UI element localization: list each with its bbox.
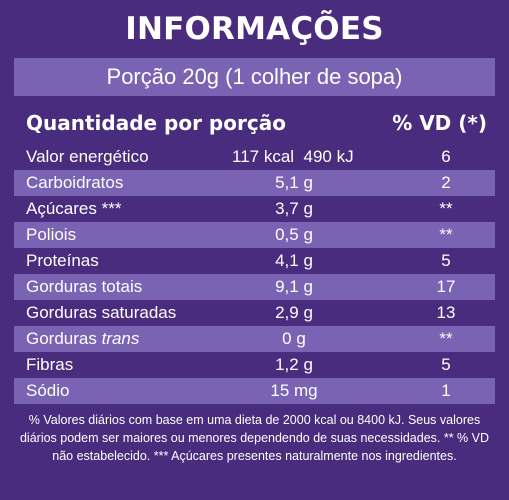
nutrient-dv: 2: [441, 173, 451, 192]
header-quantity: Quantidade por porção: [26, 111, 286, 135]
table-header: Quantidade por porção % VD (*): [14, 106, 495, 140]
table-row: Sódio 15 mg 1: [14, 378, 495, 404]
nutrient-name-prefix: Gorduras: [26, 329, 102, 348]
nutrient-amount: 5,1 g: [275, 173, 313, 192]
nutrient-name: Açúcares ***: [26, 199, 122, 218]
table-row: Gorduras saturadas 2,9 g 13: [14, 300, 495, 326]
nutrient-dv: 5: [441, 251, 451, 270]
nutrient-amount: 9,1 g: [275, 277, 313, 296]
header-daily-value: % VD (*): [392, 111, 487, 135]
nutrient-dv: **: [439, 199, 453, 218]
nutrient-name: Fibras: [26, 355, 74, 374]
nutrient-dv: 6: [441, 147, 451, 166]
table-row: Açúcares *** 3,7 g **: [14, 196, 495, 222]
footnote: % Valores diários com base em uma dieta …: [19, 413, 490, 463]
nutrient-table: Valor energético 117 kcal 490 kJ 6 Carbo…: [14, 144, 495, 404]
table-row: Proteínas 4,1 g 5: [14, 248, 495, 274]
nutrient-amount: 1,2 g: [275, 355, 313, 374]
table-row: Gorduras totais 9,1 g 17: [14, 274, 495, 300]
nutrient-name: Gorduras trans: [26, 326, 139, 352]
nutrient-amount: 3,7 g: [275, 199, 313, 218]
nutrient-amount: 15 mg: [270, 381, 318, 400]
nutrient-name-italic: trans: [101, 329, 140, 348]
nutrient-amount: 0,5 g: [275, 225, 313, 244]
nutrient-name: Gorduras totais: [26, 277, 143, 296]
portion-band: Porção 20g (1 colher de sopa): [14, 58, 495, 96]
nutrient-amount: 4,1 g: [275, 251, 313, 270]
table-row: Carboidratos 5,1 g 2: [14, 170, 495, 196]
nutrient-name: Gorduras saturadas: [26, 303, 177, 322]
nutrient-dv: 13: [436, 303, 456, 322]
nutrient-name: Proteínas: [26, 251, 99, 270]
table-row: Poliois 0,5 g **: [14, 222, 495, 248]
nutrient-dv: 1: [441, 381, 451, 400]
nutrient-name: Valor energético: [26, 147, 149, 166]
nutrient-dv: **: [439, 225, 453, 244]
nutrient-amount: 0 g: [282, 329, 306, 348]
nutrient-amount: 2,9 g: [275, 303, 313, 322]
nutrient-name: Carboidratos: [26, 173, 124, 192]
table-row: Gorduras trans 0 g **: [14, 326, 495, 352]
nutrient-dv: 17: [436, 277, 456, 296]
nutrient-name: Poliois: [26, 225, 77, 244]
nutrient-dv: **: [439, 329, 453, 348]
nutrient-amount: 117 kcal 490 kJ: [232, 147, 354, 166]
table-row: Fibras 1,2 g 5: [14, 352, 495, 378]
nutrient-name: Sódio: [26, 381, 70, 400]
table-row: Valor energético 117 kcal 490 kJ 6: [14, 144, 495, 170]
nutrient-dv: 5: [441, 355, 451, 374]
